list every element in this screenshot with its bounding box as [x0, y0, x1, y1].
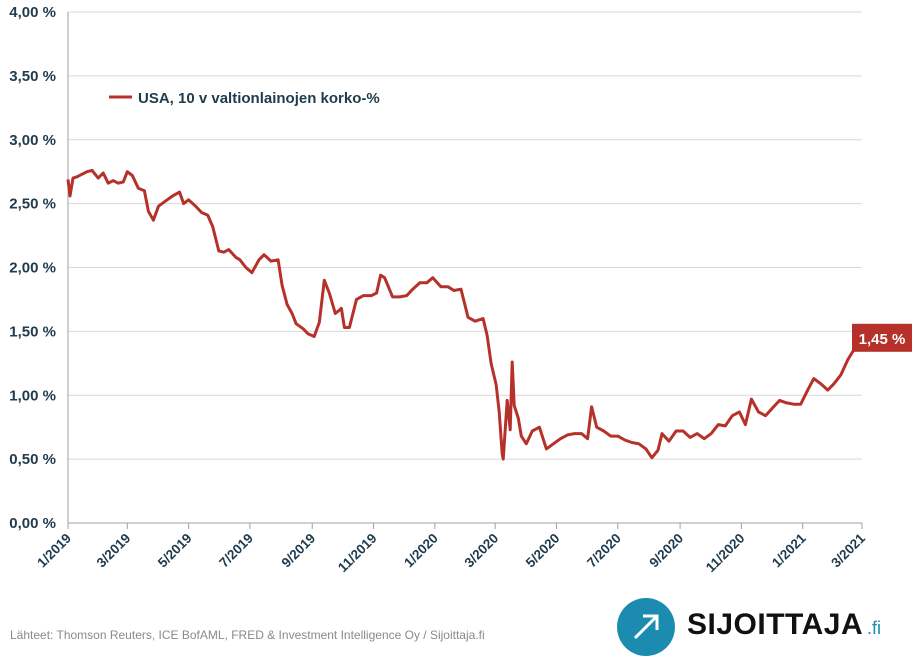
gridlines: [68, 11, 862, 460]
x-tick-label: 9/2020: [646, 531, 686, 571]
x-tick-label: 9/2019: [279, 531, 319, 571]
y-tick-label: 3,00 %: [9, 132, 56, 149]
y-tick-label: 0,00 %: [9, 515, 56, 532]
y-tick-label: 2,50 %: [9, 196, 56, 213]
y-tick-label: 4,00 %: [9, 4, 56, 21]
x-tick-label: 1/2021: [769, 530, 809, 570]
x-tick-label: 3/2019: [94, 531, 134, 571]
x-axis-ticks: 1/2019 3/2019 5/2019 7/2019 9/2019 11/2019 1/2…: [34, 523, 868, 575]
x-tick-label: 1/2020: [401, 531, 441, 571]
callout-box: [852, 323, 912, 352]
x-tick-label: 11/2020: [703, 531, 748, 576]
y-tick-label: 1,00 %: [9, 387, 56, 404]
legend: USA, 10 v valtionlainojen korko-%: [109, 90, 380, 107]
x-tick-label: 3/2020: [461, 531, 501, 571]
brand-logo[interactable]: SIJOITTAJA .fi: [617, 598, 907, 658]
last-value-callout: 1,45 %: [852, 323, 912, 352]
x-tick-label: 5/2020: [523, 531, 563, 571]
x-tick-label: 5/2019: [155, 531, 195, 571]
line-chart: 0,00 % 0,50 % 1,00 % 1,50 % 2,00 % 2,50 % 3,00…: [9, 4, 912, 575]
source-note: Lähteet: Thomson Reuters, ICE BofAML, FR…: [10, 628, 485, 642]
axes: [67, 12, 862, 524]
x-tick-label: 11/2019: [335, 531, 380, 576]
x-tick-label: 7/2019: [216, 531, 256, 571]
y-tick-label: 0,50 %: [9, 451, 56, 468]
logo-suffix: .fi: [867, 618, 882, 638]
x-tick-label: 3/2021: [828, 530, 868, 570]
x-tick-label: 1/2019: [34, 531, 74, 571]
y-tick-label: 3,50 %: [9, 68, 56, 85]
y-tick-label: 2,00 %: [9, 260, 56, 277]
callout-label: 1,45 %: [859, 331, 906, 348]
y-axis-ticks: 0,00 % 0,50 % 1,00 % 1,50 % 2,00 % 2,50 % 3,00…: [9, 4, 56, 532]
x-tick-label: 7/2020: [584, 531, 624, 571]
y-tick-label: 1,50 %: [9, 323, 56, 340]
series-line: [66, 168, 863, 461]
arrow-up-right-icon: [617, 598, 675, 656]
logo-wordmark: SIJOITTAJA: [687, 608, 864, 641]
legend-label: USA, 10 v valtionlainojen korko-%: [138, 90, 380, 107]
